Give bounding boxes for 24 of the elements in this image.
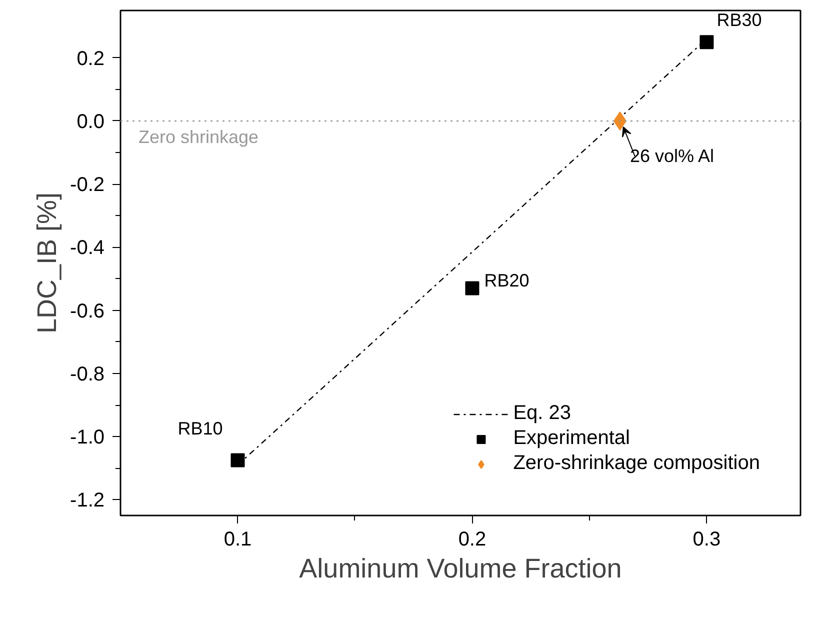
annotation: RB10: [178, 418, 223, 438]
point: [700, 35, 714, 50]
y-tick-label: 0.0: [76, 110, 105, 133]
y-tick-label: -1.2: [70, 490, 105, 512]
y-tick-label: -0.8: [70, 363, 105, 386]
y-tick-label: 0.2: [76, 48, 105, 70]
point: [230, 453, 245, 468]
x-tick-label: 0.3: [692, 528, 721, 550]
y-tick-label: -1.0: [70, 426, 105, 449]
legend-label: Experimental: [513, 427, 630, 450]
x-axis-title: Aluminum Volume Fraction: [299, 554, 622, 584]
ref-line-label: Zero shrinkage: [138, 126, 259, 147]
y-tick-label: -0.2: [70, 174, 105, 196]
y-tick-label: -0.4: [70, 237, 105, 260]
x-tick-label: 0.1: [224, 528, 252, 550]
legend-label: Eq. 23: [513, 402, 572, 425]
annotation: RB30: [716, 10, 762, 30]
point: [465, 281, 480, 296]
x-tick-label: 0.2: [458, 528, 486, 550]
annotation: 26 vol% Al: [630, 146, 714, 166]
y-tick-label: -0.6: [70, 300, 105, 322]
y-axis-title: LDC_IB [%]: [32, 192, 62, 334]
legend-label: Zero-shrinkage composition: [513, 452, 760, 475]
annotation: RB20: [484, 270, 530, 290]
